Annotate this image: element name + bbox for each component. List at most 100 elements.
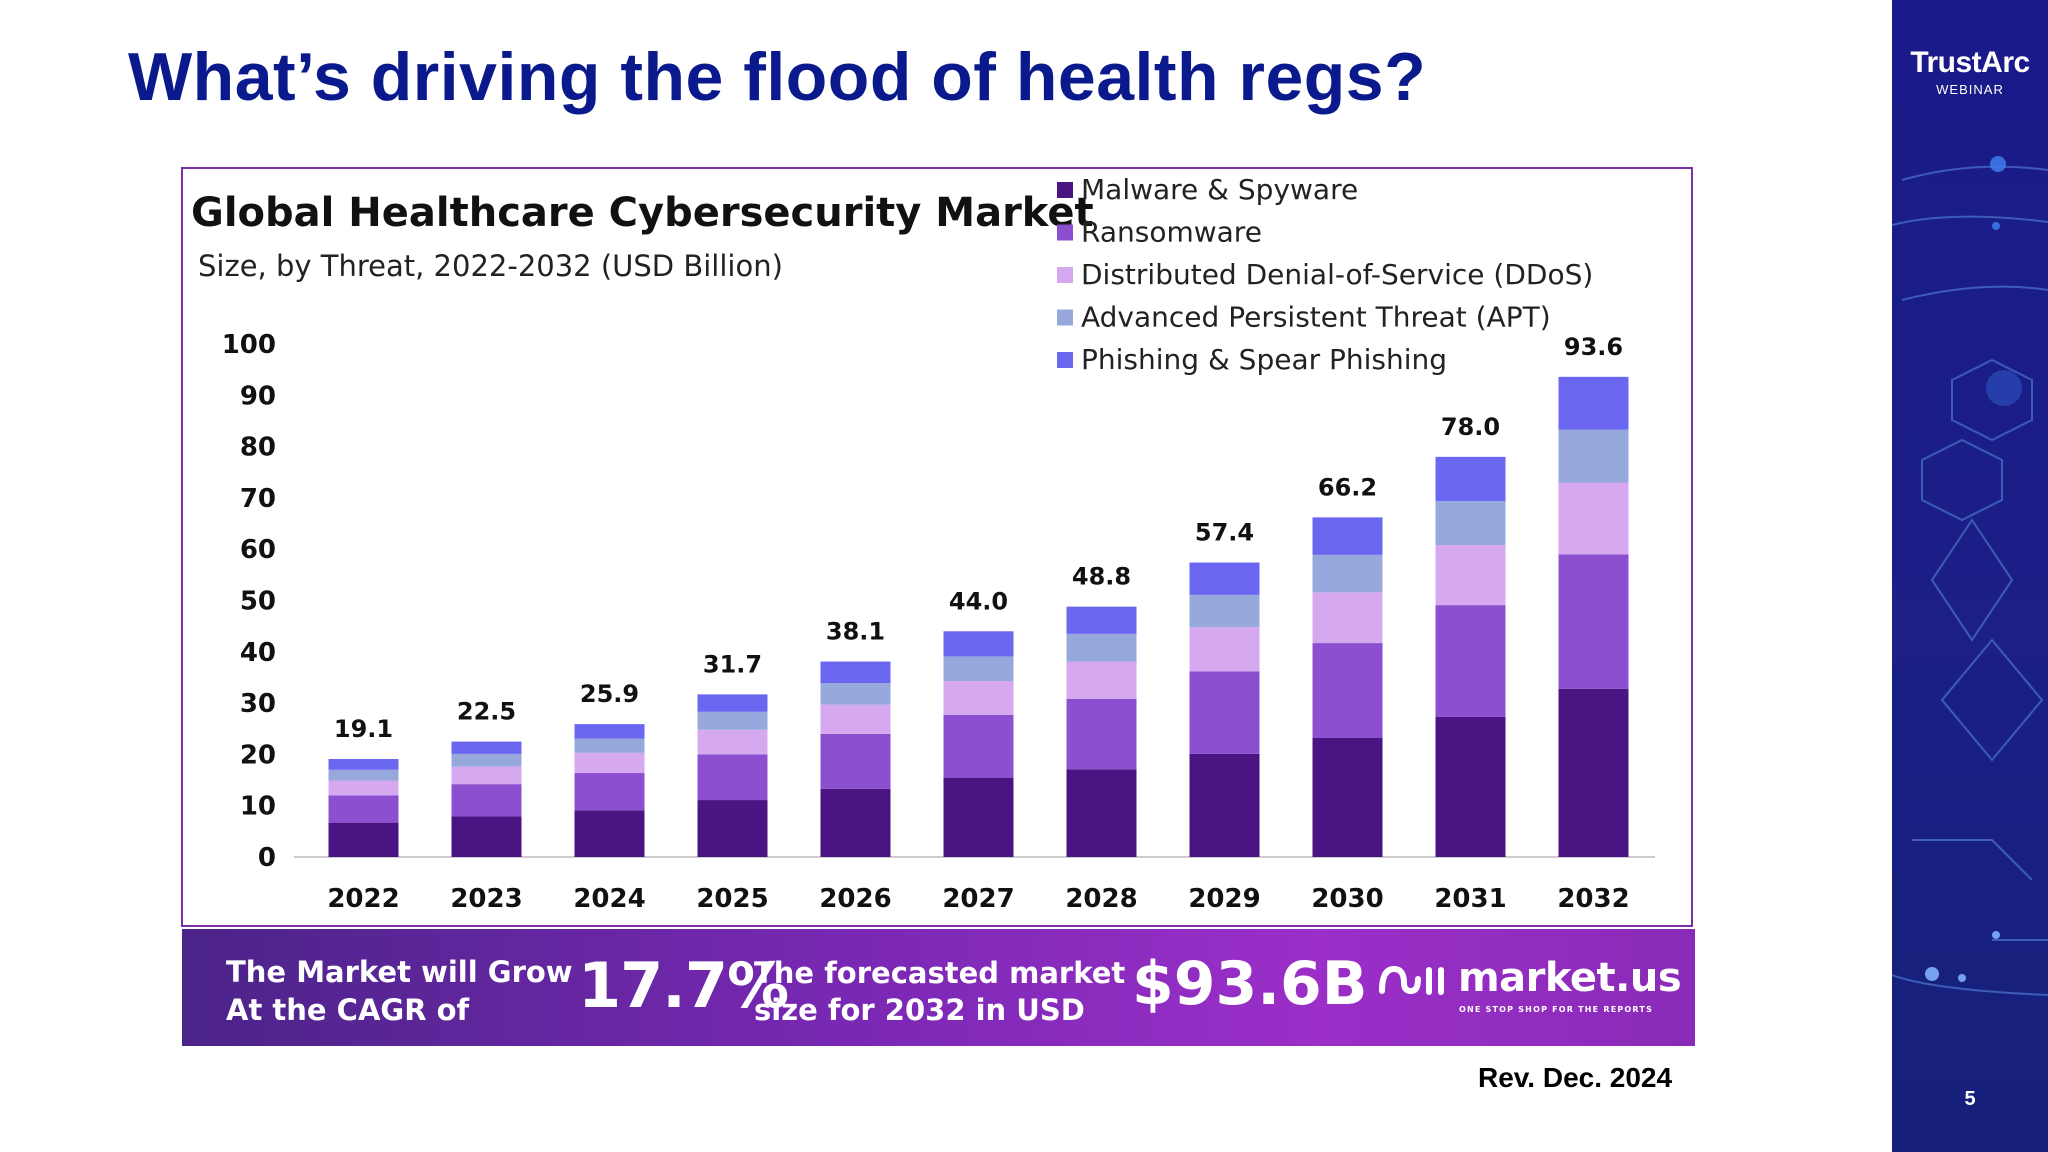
cagr-value: 17.7% bbox=[578, 949, 789, 1022]
bar-segment bbox=[943, 656, 1014, 682]
bar-segment bbox=[943, 681, 1014, 715]
bar-segment bbox=[1312, 554, 1383, 593]
bar-segment bbox=[697, 754, 768, 801]
market-us-brand: market.us bbox=[1458, 955, 1682, 1001]
x-tick-label: 2027 bbox=[942, 884, 1014, 914]
bar-total-label: 31.7 bbox=[703, 650, 762, 678]
bar-segment bbox=[697, 729, 768, 755]
bar-segment bbox=[451, 784, 522, 817]
forecast-caption-line2: size for 2032 in USD bbox=[754, 993, 1085, 1027]
x-tick-label: 2030 bbox=[1311, 884, 1383, 914]
forecast-caption-line1: The forecasted market bbox=[754, 956, 1126, 990]
legend-swatch bbox=[1057, 352, 1073, 368]
bar-segment bbox=[1558, 688, 1629, 857]
bar-segment bbox=[1435, 545, 1506, 606]
y-tick-label: 0 bbox=[258, 843, 276, 873]
bar-segment bbox=[1312, 643, 1383, 738]
y-tick-label: 10 bbox=[240, 792, 276, 822]
legend-label: Advanced Persistent Threat (APT) bbox=[1081, 301, 1551, 334]
bar-segment bbox=[1312, 592, 1383, 644]
bar-segment bbox=[451, 741, 522, 754]
bar-segment bbox=[1189, 562, 1260, 595]
bar-segment bbox=[820, 704, 891, 734]
bar-segment bbox=[820, 733, 891, 789]
chart-subtitle: Size, by Threat, 2022-2032 (USD Billion) bbox=[198, 249, 783, 283]
y-tick-label: 30 bbox=[240, 689, 276, 719]
bar-segment bbox=[1558, 554, 1629, 689]
bar-segment bbox=[1066, 606, 1137, 634]
x-tick-label: 2023 bbox=[450, 884, 522, 914]
bar-segment bbox=[574, 724, 645, 739]
market-banner: The Market will Grow At the CAGR of 17.7… bbox=[182, 929, 1695, 1046]
bar-total-label: 38.1 bbox=[826, 618, 885, 646]
chart-title: Global Healthcare Cybersecurity Market bbox=[191, 190, 1094, 236]
bar-segment bbox=[697, 800, 768, 857]
bar-segment bbox=[451, 753, 522, 767]
legend-swatch bbox=[1057, 224, 1073, 241]
bar-segment bbox=[820, 788, 891, 857]
slide-title: What’s driving the flood of health regs? bbox=[128, 39, 1427, 115]
bar-segment bbox=[820, 661, 891, 684]
bar-segment bbox=[451, 816, 522, 857]
x-tick-label: 2025 bbox=[696, 884, 768, 914]
bar-segment bbox=[1312, 737, 1383, 857]
bar-segment bbox=[574, 738, 645, 753]
y-tick-label: 80 bbox=[240, 433, 276, 463]
bar-segment bbox=[820, 683, 891, 705]
bar-total-label: 44.0 bbox=[949, 587, 1008, 615]
y-tick-label: 20 bbox=[240, 740, 276, 770]
bar-segment bbox=[1189, 627, 1260, 672]
webinar-label: WEBINAR bbox=[1936, 82, 2004, 97]
market-us-tagline: ONE STOP SHOP FOR THE REPORTS bbox=[1459, 1005, 1654, 1014]
bar-segment bbox=[1066, 633, 1137, 662]
x-tick-label: 2029 bbox=[1188, 884, 1260, 914]
bar-total-label: 93.6 bbox=[1564, 333, 1623, 361]
cagr-caption: The Market will Grow At the CAGR of bbox=[226, 953, 573, 1029]
bar-total-label: 25.9 bbox=[580, 680, 639, 708]
forecast-caption: The forecasted market size for 2032 in U… bbox=[754, 955, 1125, 1029]
x-tick-label: 2022 bbox=[327, 884, 399, 914]
trustarc-logo: TrustArc WEBINAR bbox=[1892, 46, 2048, 97]
x-tick-label: 2032 bbox=[1557, 884, 1629, 914]
bar-segment bbox=[1066, 698, 1137, 770]
bar-segment bbox=[943, 714, 1014, 778]
x-tick-label: 2024 bbox=[573, 884, 645, 914]
bar-total-label: 78.0 bbox=[1441, 413, 1500, 441]
bar-segment bbox=[451, 766, 522, 785]
bar-segment bbox=[328, 759, 399, 770]
legend-swatch bbox=[1057, 182, 1073, 198]
bar-total-label: 66.2 bbox=[1318, 473, 1377, 501]
bar-segment bbox=[697, 694, 768, 712]
bar-segment bbox=[1189, 753, 1260, 857]
legend-label: Distributed Denial-of-Service (DDoS) bbox=[1081, 258, 1593, 291]
y-tick-label: 60 bbox=[240, 535, 276, 565]
bar-segment bbox=[574, 810, 645, 857]
bar-total-label: 48.8 bbox=[1072, 563, 1131, 591]
bar-segment bbox=[328, 780, 399, 796]
legend-swatch bbox=[1057, 309, 1073, 326]
bar-segment bbox=[1558, 429, 1629, 483]
bar-segment bbox=[328, 795, 399, 823]
legend-label: Ransomware bbox=[1081, 216, 1262, 249]
bar-segment bbox=[1558, 376, 1629, 430]
cagr-caption-line2: At the CAGR of bbox=[226, 993, 470, 1027]
y-tick-label: 100 bbox=[222, 330, 276, 360]
legend-label: Phishing & Spear Phishing bbox=[1081, 343, 1447, 376]
bar-segment bbox=[574, 752, 645, 773]
bar-segment bbox=[1189, 671, 1260, 754]
page-number: 5 bbox=[1964, 1088, 1976, 1110]
bar-segment bbox=[943, 777, 1014, 857]
x-tick-label: 2026 bbox=[819, 884, 891, 914]
y-tick-label: 90 bbox=[240, 381, 276, 411]
brand-sidebar: TrustArc WEBINAR 5 bbox=[1892, 0, 2048, 1152]
cagr-caption-line1: The Market will Grow bbox=[226, 955, 573, 989]
bar-segment bbox=[574, 772, 645, 811]
bar-segment bbox=[1066, 661, 1137, 699]
chart-frame: Global Healthcare Cybersecurity Market Si… bbox=[181, 167, 1693, 927]
bar-total-label: 57.4 bbox=[1195, 519, 1254, 547]
legend-swatch bbox=[1057, 267, 1073, 283]
legend-label: Malware & Spyware bbox=[1081, 173, 1358, 206]
revision-note: Rev. Dec. 2024 bbox=[1478, 1062, 1673, 1093]
trustarc-brand: TrustArc bbox=[1910, 46, 2030, 79]
bar-segment bbox=[1189, 594, 1260, 628]
